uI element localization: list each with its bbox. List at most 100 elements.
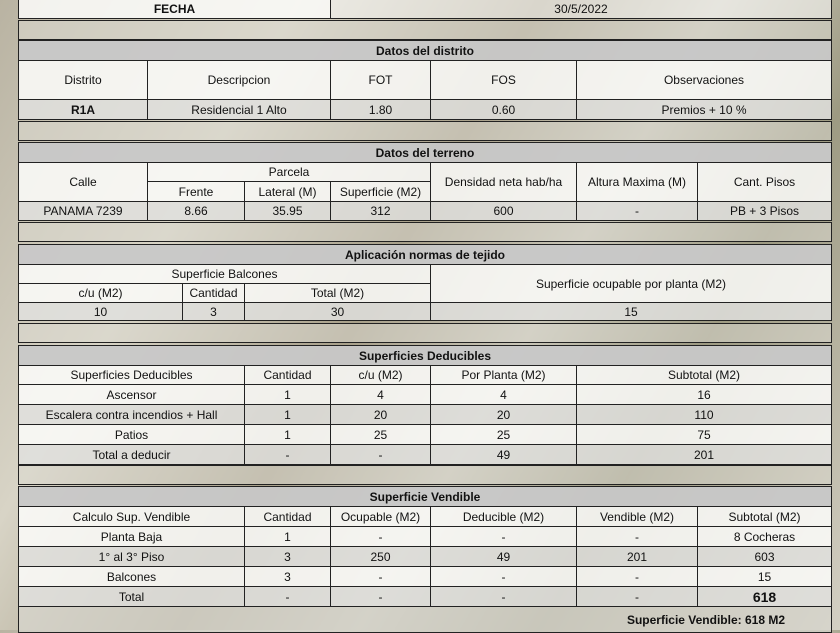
table-row: Planta Baja 1- - -8 Cocheras — [18, 526, 832, 547]
header-cell: Superficies Deducibles — [18, 365, 245, 385]
header-cell: Superficie (M2) — [330, 181, 431, 202]
datos-terreno-table: Datos del terreno Calle Parcela Densidad n… — [18, 142, 832, 221]
table-row: Escalera contra incendios + Hall 1 20 20 110 — [18, 404, 832, 425]
cell: - — [430, 586, 577, 607]
cell: Balcones — [18, 566, 245, 587]
cell: 250 — [330, 546, 431, 567]
table-row: Patios 1 25 25 75 — [18, 424, 832, 445]
cell: 8.66 — [147, 201, 245, 221]
cell: 30 — [244, 302, 431, 321]
fecha-row: FECHA 30/5/2022 — [18, 0, 832, 19]
header-cell: Ocupable (M2) — [330, 506, 431, 527]
header-cell: FOT — [330, 60, 431, 100]
cell: - — [330, 526, 431, 547]
header-cell: Total (M2) — [244, 283, 431, 303]
cell: 201 — [576, 444, 832, 465]
cell: - — [576, 201, 698, 221]
header-cell: Subtotal (M2) — [576, 365, 832, 385]
cell: 1° al 3° Piso — [18, 546, 245, 567]
cell: - — [576, 566, 698, 587]
cell: 1 — [244, 424, 331, 445]
cell: Patios — [18, 424, 245, 445]
cell: Planta Baja — [18, 526, 245, 547]
cell: 8 Cocheras — [697, 526, 832, 547]
cell: 1.80 — [330, 99, 431, 120]
spacer — [18, 121, 832, 141]
header-cell: Subtotal (M2) — [697, 506, 832, 527]
header-cell: Cantidad — [244, 365, 331, 385]
cell: 16 — [576, 384, 832, 405]
header-cell: Superficie Balcones — [18, 264, 431, 284]
cell: - — [244, 444, 331, 465]
datos-distrito-table: Datos del distrito Distrito Descripcion FO… — [18, 40, 832, 120]
header-cell: Vendible (M2) — [576, 506, 698, 527]
cell: 49 — [430, 444, 577, 465]
cell: 1 — [244, 404, 331, 425]
cell: R1A — [18, 99, 148, 120]
cell: Escalera contra incendios + Hall — [18, 404, 245, 425]
cell: 603 — [697, 546, 832, 567]
cell: 10 — [18, 302, 183, 321]
header-cell: Observaciones — [576, 60, 832, 100]
header-cell: Cantidad — [182, 283, 245, 303]
fecha-label: FECHA — [18, 0, 331, 19]
header-cell: Cantidad — [244, 506, 331, 527]
table-row: Ascensor 1 4 4 16 — [18, 384, 832, 405]
cell: 110 — [576, 404, 832, 425]
cell: 1 — [244, 526, 331, 547]
superficie-vendible-table: Superficie Vendible Calculo Sup. Vendibl… — [18, 486, 832, 633]
cell: 25 — [430, 424, 577, 445]
fecha-value: 30/5/2022 — [330, 0, 832, 19]
table-row: Total a deducir - -49 201 — [18, 444, 832, 465]
cell: Premios + 10 % — [576, 99, 832, 120]
table-row: 1° al 3° Piso 3 250 49 201 603 — [18, 546, 832, 567]
header-cell: Descripcion — [147, 60, 331, 100]
header-cell: Por Planta (M2) — [430, 365, 577, 385]
section-title: Datos del terreno — [18, 142, 832, 163]
cell: Ascensor — [18, 384, 245, 405]
cell: Total — [18, 586, 245, 607]
header-cell: c/u (M2) — [18, 283, 183, 303]
cell: 3 — [244, 546, 331, 567]
cell: 201 — [576, 546, 698, 567]
cell: 312 — [330, 201, 431, 221]
spacer — [18, 222, 832, 242]
cell: - — [244, 586, 331, 607]
cell: 15 — [430, 302, 832, 321]
header-cell: Calculo Sup. Vendible — [18, 506, 245, 527]
header-cell: Cant. Pisos — [697, 162, 832, 202]
cell: 600 — [430, 201, 577, 221]
cell: 75 — [576, 424, 832, 445]
header-cell: c/u (M2) — [330, 365, 431, 385]
cell: Residencial 1 Alto — [147, 99, 331, 120]
cell: - — [576, 586, 698, 607]
cell: - — [576, 526, 698, 547]
spacer — [18, 20, 832, 40]
cell: PANAMA 7239 — [18, 201, 148, 221]
cell: - — [330, 444, 431, 465]
cell: PB + 3 Pisos — [697, 201, 832, 221]
header-cell: Frente — [147, 181, 245, 202]
header-cell: Densidad neta hab/ha — [430, 162, 577, 202]
cell: 1 — [244, 384, 331, 405]
header-cell: Lateral (M) — [244, 181, 331, 202]
table-row: Balcones 3- - -15 — [18, 566, 832, 587]
cell: - — [330, 586, 431, 607]
cell: 35.95 — [244, 201, 331, 221]
header-cell: Parcela — [147, 162, 431, 182]
cell: 0.60 — [430, 99, 577, 120]
spacer — [18, 465, 832, 485]
cell: Total a deducir — [18, 444, 245, 465]
header-cell: FOS — [430, 60, 577, 100]
cell: 25 — [330, 424, 431, 445]
spacer — [18, 323, 832, 343]
section-title: Datos del distrito — [18, 40, 832, 61]
section-title: Superficies Deducibles — [18, 345, 832, 366]
header-cell: Superficie ocupable por planta (M2) — [430, 264, 832, 303]
header-cell: Deducible (M2) — [430, 506, 577, 527]
cell: 4 — [330, 384, 431, 405]
header-cell: Altura Maxima (M) — [576, 162, 698, 202]
cell: 20 — [330, 404, 431, 425]
section-title: Superficie Vendible — [18, 486, 832, 507]
cell: 4 — [430, 384, 577, 405]
